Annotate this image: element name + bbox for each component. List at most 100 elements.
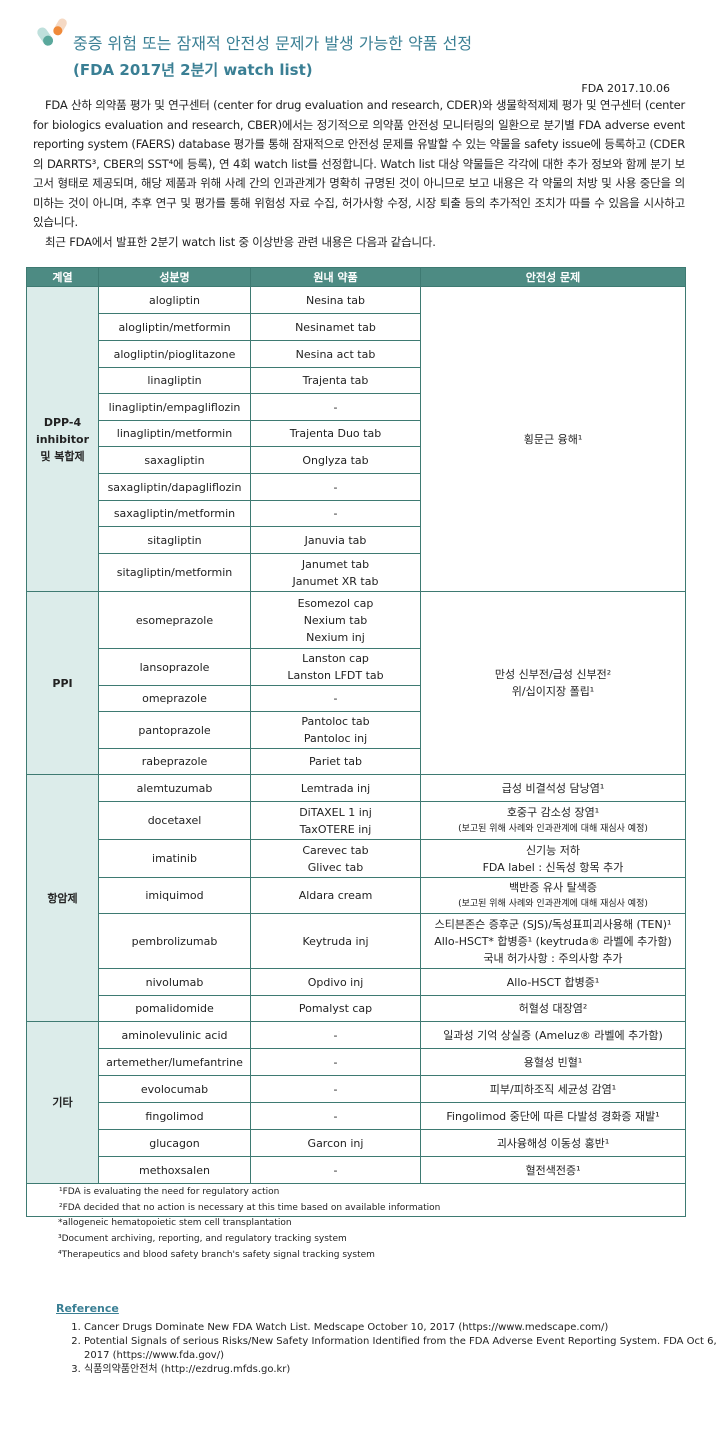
safety-cell: 스티븐존슨 증후군 (SJS)/독성표피괴사용해 (TEN)¹ Allo-HSCT…	[420, 913, 686, 969]
product-cell: -	[250, 1048, 421, 1076]
product-cell: Pantoloc tab Pantoloc inj	[250, 711, 421, 749]
table-row: pembrolizumab Keytruda inj 스티븐존슨 증후군 (SJS)…	[27, 913, 686, 969]
cell-line: 신기능 저하	[525, 843, 581, 857]
table-row: imatinib Carevec tab Glivec tab 신기능 저하 FDA l…	[27, 839, 686, 878]
ingredient-cell: aminolevulinic acid	[98, 1021, 251, 1049]
cell-line: Pantoloc tab	[301, 715, 370, 728]
product-cell: -	[250, 1102, 421, 1130]
ingredient-cell: saxagliptin/dapagliflozin	[98, 473, 251, 501]
ingredient-cell: saxagliptin	[98, 446, 251, 474]
product-cell: Lemtrada inj	[250, 774, 421, 802]
safety-cell: 백반증 유사 탈색증 (보고된 위해 사례와 인과관계에 대해 재심사 예정)	[420, 877, 686, 914]
cell-line: -	[333, 480, 338, 494]
table-row: glucagon Garcon inj 괴사융해성 이동성 홍반¹	[27, 1129, 686, 1157]
cell-line: 만성 신부전/급성 신부전²	[494, 668, 612, 681]
cell-line: Aldara cream	[298, 889, 373, 902]
header-ingredient: 성분명	[98, 267, 251, 287]
category-cell: 항암제	[26, 774, 99, 1022]
cell-line: FDA label : 신독성 항목 추가	[482, 860, 624, 874]
notes: *allogeneic hematopoietic stem cell tran…	[58, 1215, 375, 1263]
intro-paragraph: FDA 산하 의약품 평가 및 연구센터 (center for drug ev…	[33, 98, 685, 229]
ingredient-cell: evolocumab	[98, 1075, 251, 1103]
ingredient-cell: pembrolizumab	[98, 913, 251, 969]
product-cell: -	[250, 1156, 421, 1184]
cell-line: Carevec tab	[302, 843, 369, 857]
cell-line: 혈전색전증¹	[525, 1163, 581, 1177]
cell-line: Nesinamet tab	[295, 320, 376, 334]
safety-cell: 혈전색전증¹	[420, 1156, 686, 1184]
safety-cell: 신기능 저하 FDA label : 신독성 항목 추가	[420, 839, 686, 878]
table-row: 항암제 alemtuzumab Lemtrada inj 급성 비결석성 담낭염¹	[26, 774, 686, 1022]
header-class: 계열	[26, 267, 99, 287]
product-cell: -	[250, 1021, 421, 1049]
product-cell: Trajenta tab	[250, 367, 421, 394]
intro-lead: 최근 FDA에서 발표한 2분기 watch list 중 이상반응 관련 내용…	[45, 234, 436, 249]
cell-line: Pariet tab	[308, 755, 363, 768]
safety-cell: Allo-HSCT 합병증¹	[420, 968, 686, 996]
cell-line: 횡문근 융해¹	[523, 432, 583, 446]
cell-line: Esomezol cap	[297, 596, 374, 610]
ingredient-cell: linagliptin/metformin	[98, 420, 251, 447]
product-cell: -	[250, 1075, 421, 1103]
table-row: rabeprazole Pariet tab	[27, 748, 686, 775]
table-row: nivolumab Opdivo inj Allo-HSCT 합병증¹	[27, 968, 686, 996]
cell-line: Fingolimod 중단에 따른 다발성 경화증 재발¹	[446, 1109, 660, 1123]
cell-line: 및 복합제	[40, 449, 85, 463]
category-cell: 기타	[26, 1021, 99, 1184]
cell-line: 위/십이지장 폴립¹	[511, 685, 595, 698]
table-row: alogliptin/pioglitazone Nesina act tab	[27, 340, 686, 368]
ingredient-cell: linagliptin	[98, 367, 251, 394]
safety-cell: 만성 신부전/급성 신부전² 위/십이지장 폴립¹	[420, 591, 686, 775]
date: FDA 2017.10.06	[581, 82, 670, 95]
product-cell: -	[250, 500, 421, 527]
cell-line: Nesina act tab	[295, 347, 376, 361]
note: *allogeneic hematopoietic stem cell tran…	[58, 1218, 292, 1228]
note: ⁴Therapeutics and blood safety branch's …	[58, 1250, 375, 1260]
product-cell: Keytruda inj	[250, 913, 421, 969]
cell-line: -	[333, 1028, 338, 1042]
cell-line: 백반증 유사 탈색증	[509, 880, 597, 894]
note: ³Document archiving, reporting, and regu…	[58, 1234, 347, 1244]
product-cell: Trajenta Duo tab	[250, 420, 421, 447]
table-row: alogliptin/metformin Nesinamet tab	[27, 313, 686, 341]
product-cell: -	[250, 393, 421, 421]
table-row: linagliptin/metformin Trajenta Duo tab	[27, 420, 686, 447]
ingredient-cell: lansoprazole	[98, 648, 251, 686]
cell-line: Trajenta Duo tab	[289, 427, 382, 440]
cell-line: TaxOTERE inj	[299, 822, 372, 836]
reference-heading: Reference	[56, 1302, 119, 1315]
cell-line: PPI	[52, 676, 73, 690]
safety-cell: 일과성 기억 상실증 (Ameluz® 라벨에 추가함)	[420, 1021, 686, 1049]
cell-line: 괴사융해성 이동성 홍반¹	[496, 1136, 610, 1150]
cell-line: Garcon inj	[307, 1136, 364, 1150]
safety-cell: 피부/피하조직 세균성 감염¹	[420, 1075, 686, 1103]
table-row: methoxsalen - 혈전색전증¹	[27, 1156, 686, 1184]
footnote-row: ¹FDA is evaluating the need for regulato…	[26, 1183, 686, 1217]
safety-note: (보고된 위해 사례와 인과관계에 대해 재심사 예정)	[458, 823, 648, 834]
ingredient-cell: rabeprazole	[98, 748, 251, 775]
product-cell: Nesina act tab	[250, 340, 421, 368]
category-cell: DPP-4 inhibitor 및 복합제	[26, 286, 99, 592]
product-cell: Janumet tab Janumet XR tab	[250, 553, 421, 592]
category-cell: PPI	[26, 591, 99, 775]
cell-line: 호중구 감소성 장염¹	[506, 805, 600, 819]
cell-line: 기타	[52, 1096, 73, 1109]
table-row: pantoprazole Pantoloc tab Pantoloc inj	[27, 711, 686, 749]
ingredient-cell: sitagliptin	[98, 526, 251, 554]
product-cell: Carevec tab Glivec tab	[250, 839, 421, 878]
product-cell: Garcon inj	[250, 1129, 421, 1157]
cell-line: 급성 비결석성 담낭염¹	[501, 781, 605, 795]
product-cell: Lanston cap Lanston LFDT tab	[250, 648, 421, 686]
ingredient-cell: omeprazole	[98, 685, 251, 712]
cell-line: Lemtrada inj	[300, 781, 371, 795]
cell-line: Allo-HSCT 합병증¹	[506, 975, 600, 989]
table-row: evolocumab - 피부/피하조직 세균성 감염¹	[27, 1075, 686, 1103]
table-row: imiquimod Aldara cream 백반증 유사 탈색증 (보고된 위해 사…	[27, 877, 686, 914]
cell-line: Janumet XR tab	[292, 574, 379, 588]
product-cell: DiTAXEL 1 inj TaxOTERE inj	[250, 801, 421, 840]
reference: Reference Cancer Drugs Dominate New FDA …	[56, 1302, 720, 1377]
safety-cell: 급성 비결석성 담낭염¹	[420, 774, 686, 802]
safety-cell: 용혈성 빈혈¹	[420, 1048, 686, 1076]
capsule-icon	[37, 18, 67, 46]
cell-line: 피부/피하조직 세균성 감염¹	[489, 1082, 617, 1096]
